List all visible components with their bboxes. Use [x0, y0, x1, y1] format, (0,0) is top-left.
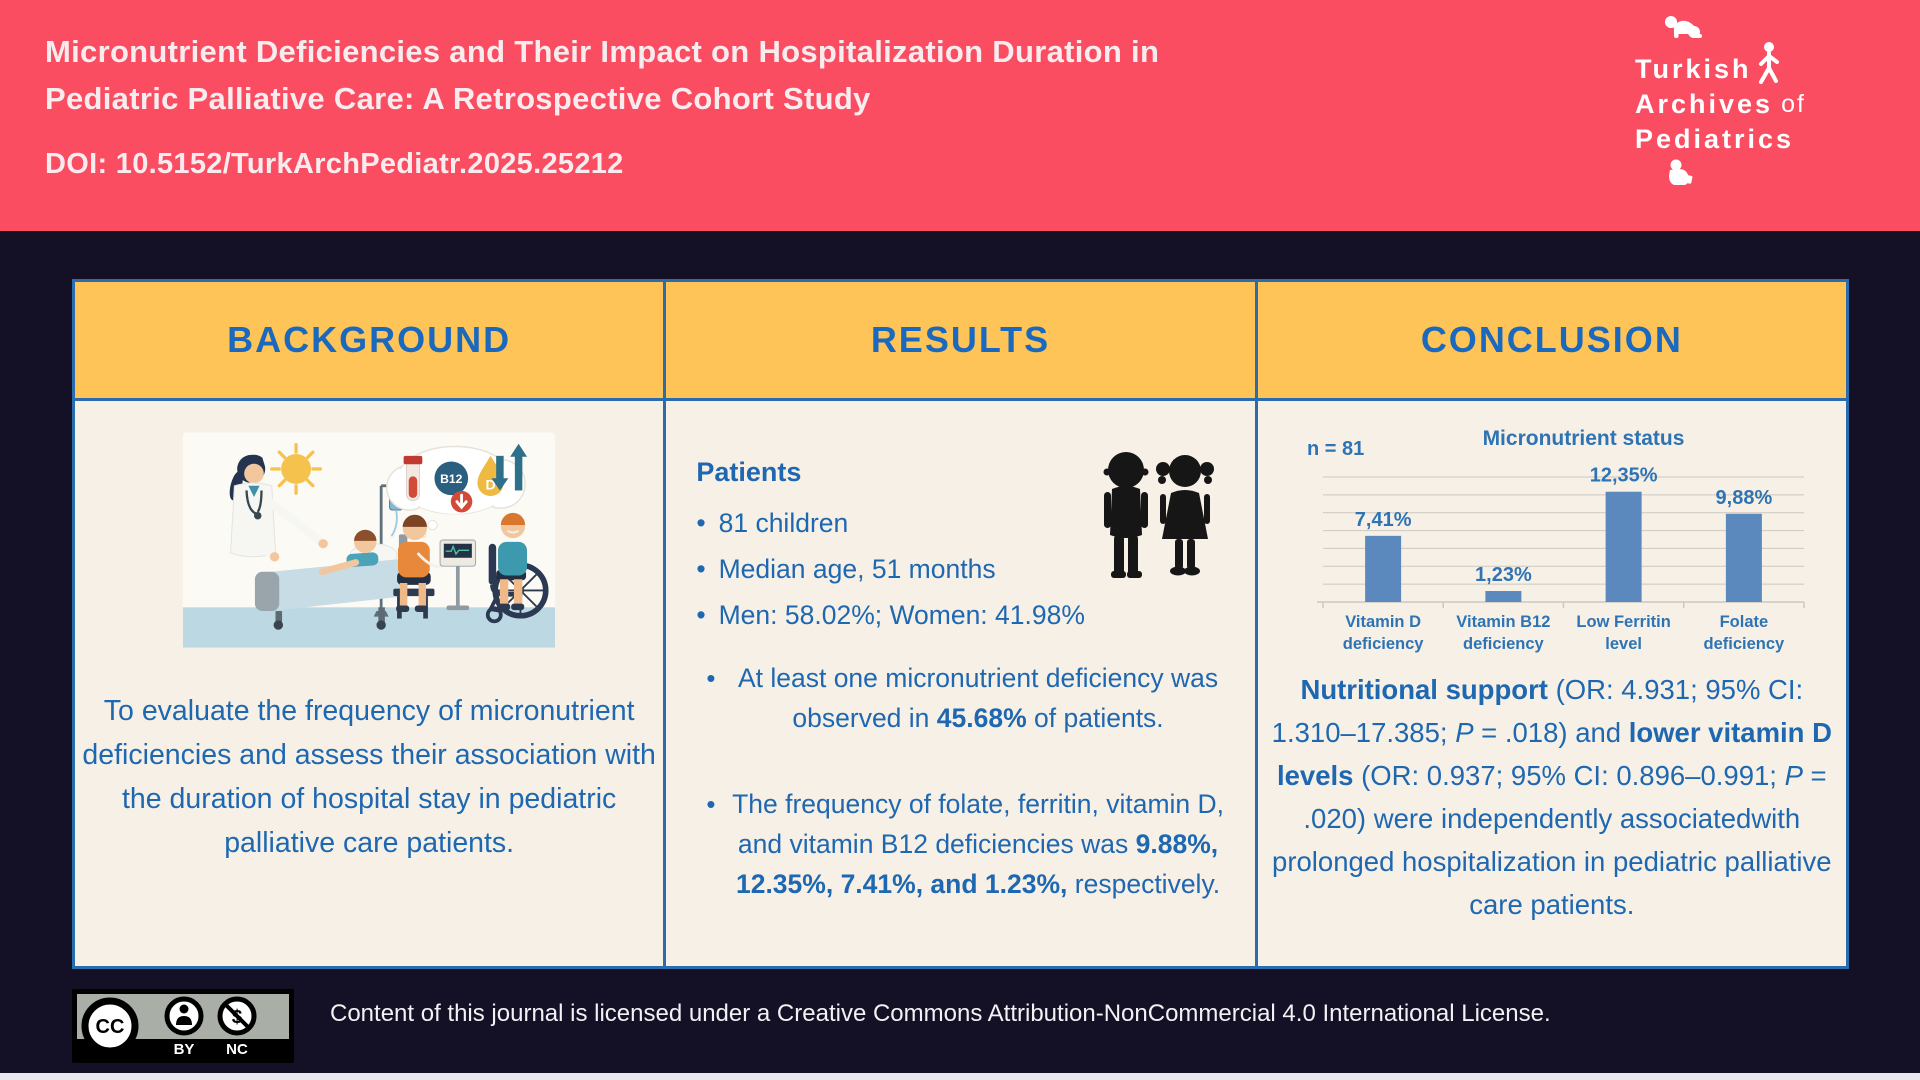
trend-arrows-icon: [491, 443, 528, 491]
sun-icon: [270, 442, 323, 495]
category-label: Vitamin B12 deficiency: [1457, 613, 1551, 653]
column-header-conclusion: CONCLUSION: [1257, 282, 1846, 398]
conclusion-cell: n = 81 Micronutrient status 7,41% Vitamin D…: [1257, 401, 1846, 966]
child-on-stool: [393, 514, 447, 619]
nc-label: NC: [226, 1041, 248, 1058]
text-segment: = .020) were independently associatedwit…: [1272, 760, 1832, 920]
article-title-line2: Pediatric Palliative Care: A Retrospecti…: [45, 81, 871, 116]
deficiency-down-arrow-icon: [450, 490, 473, 513]
boy-girl-silhouette-icon: [1103, 452, 1214, 578]
bar-value-label: 1,23%: [1475, 564, 1532, 586]
text-segment: (OR: 4.931; 95% CI: 1.310–17.385;: [1271, 674, 1804, 748]
column-header-background: BACKGROUND: [75, 282, 664, 398]
text-segment: 45.68%: [936, 703, 1027, 733]
text-segment: of patients.: [1026, 703, 1164, 733]
text-segment: At least one micronutrient deficiency wa…: [737, 663, 1219, 733]
bar-3: [1726, 513, 1763, 602]
logo-word-pediatrics: Pediatrics: [1635, 124, 1795, 154]
journal-logo: Turkish Archives of Pediatrics: [1635, 14, 1870, 194]
text-segment: respectively.: [1067, 869, 1221, 899]
background-cell: B12 D: [75, 401, 664, 966]
bottom-strip: [0, 1073, 1920, 1080]
article-title-line1: Micronutrient Deficiencies and Their Imp…: [45, 34, 1160, 69]
text-segment: 9.88%, 12.35%, 7.41%, and 1.23%,: [735, 829, 1219, 899]
column-header-results: RESULTS: [666, 282, 1255, 398]
text-segment: P: [1455, 717, 1474, 748]
child-patient: [319, 529, 379, 576]
text-segment: P: [1784, 760, 1803, 791]
micronutrient-chart: n = 81 Micronutrient status 7,41% Vitamin D…: [1279, 417, 1824, 662]
conclusion-paragraph: Nutritional support (OR: 4.931; 95% CI: …: [1270, 668, 1834, 926]
bar-value-label: 7,41%: [1355, 509, 1412, 531]
header-band: Micronutrient Deficiencies and Their Imp…: [0, 0, 1920, 231]
patients-heading: Patients: [696, 457, 802, 487]
doi-text: DOI: 10.5152/TurkArchPediatr.2025.25212: [45, 148, 624, 180]
vital-monitor: [439, 539, 477, 611]
text-segment: = .018) and: [1473, 717, 1629, 748]
svg-text:CC: CC: [96, 1016, 125, 1038]
doctor: [229, 454, 329, 562]
finding-deficiency-rate: • At least one micronutrient deficiency …: [706, 658, 1224, 738]
license-text: Content of this journal is licensed unde…: [330, 1000, 1551, 1027]
by-person-icon: [164, 996, 204, 1036]
category-label: Low Ferritin level: [1577, 613, 1671, 653]
nc-dollar-icon: $: [217, 996, 257, 1036]
vitamin-b12-icon: B12: [434, 461, 469, 496]
cc-by-nc-badge: CC $ BY NC: [72, 989, 294, 1063]
sample-size-label: n = 81: [1307, 438, 1364, 460]
logo-word-of: of: [1781, 90, 1806, 118]
blood-test-tube-icon: [403, 455, 423, 502]
svg-text:D: D: [486, 477, 496, 493]
bullet-item: Men: 58.02%; Women: 41.98%: [696, 592, 1254, 638]
patients-bullet-list: 81 childrenMedian age, 51 monthsMen: 58.…: [696, 500, 1254, 638]
child-in-wheelchair: [486, 512, 549, 624]
bar-chart: n = 81 Micronutrient status 7,41% Vitamin D…: [1307, 427, 1806, 653]
illustration-floor: [183, 607, 556, 648]
cc-icon: CC: [81, 997, 139, 1055]
bullet-item: 81 children: [696, 500, 1254, 546]
bar-2: [1605, 491, 1642, 602]
bar-value-label: 12,35%: [1590, 465, 1658, 487]
text-segment: lower vitamin D levels: [1277, 717, 1832, 791]
finding-frequency: • The frequency of folate, ferritin, vit…: [706, 784, 1224, 904]
title-block: Micronutrient Deficiencies and Their Imp…: [45, 28, 1159, 181]
finding-frequency-text: The frequency of folate, ferritin, vitam…: [731, 784, 1224, 904]
background-objective-text: To evaluate the frequency of micronutrie…: [82, 695, 656, 859]
finding-deficiency-rate-text: At least one micronutrient deficiency wa…: [731, 658, 1224, 738]
by-label: BY: [174, 1041, 195, 1058]
walking-child-icon: [1758, 42, 1779, 84]
boy-silhouette: [1103, 452, 1149, 578]
category-label: Folate deficiency: [1704, 613, 1786, 653]
text-segment: The frequency of folate, ferritin, vitam…: [732, 789, 1225, 859]
bullet-item: Median age, 51 months: [696, 546, 1254, 592]
bar-0: [1365, 535, 1402, 602]
bar-value-label: 9,88%: [1716, 487, 1773, 509]
girl-silhouette: [1155, 455, 1214, 576]
bullet-dot: •: [706, 663, 716, 693]
chart-title: Micronutrient status: [1483, 427, 1685, 450]
text-segment: (OR: 0.937; 95% CI: 0.896–0.991;: [1353, 760, 1785, 791]
results-cell: Patients 81 childrenMedian age, 51 month…: [666, 401, 1255, 966]
sitting-baby-icon: [1669, 159, 1693, 185]
crawling-baby-icon: [1665, 16, 1702, 38]
bullet-dot: •: [706, 789, 716, 819]
svg-text:B12: B12: [440, 472, 463, 486]
logo-word-turkish: Turkish: [1635, 54, 1752, 84]
abstract-table: BACKGROUND RESULTS CONCLUSION: [72, 279, 1849, 969]
logo-word-archives: Archives: [1635, 89, 1774, 119]
bar-1: [1485, 591, 1522, 602]
hospital-care-illustration: B12 D: [183, 432, 556, 648]
text-segment: Nutritional support: [1300, 674, 1548, 705]
